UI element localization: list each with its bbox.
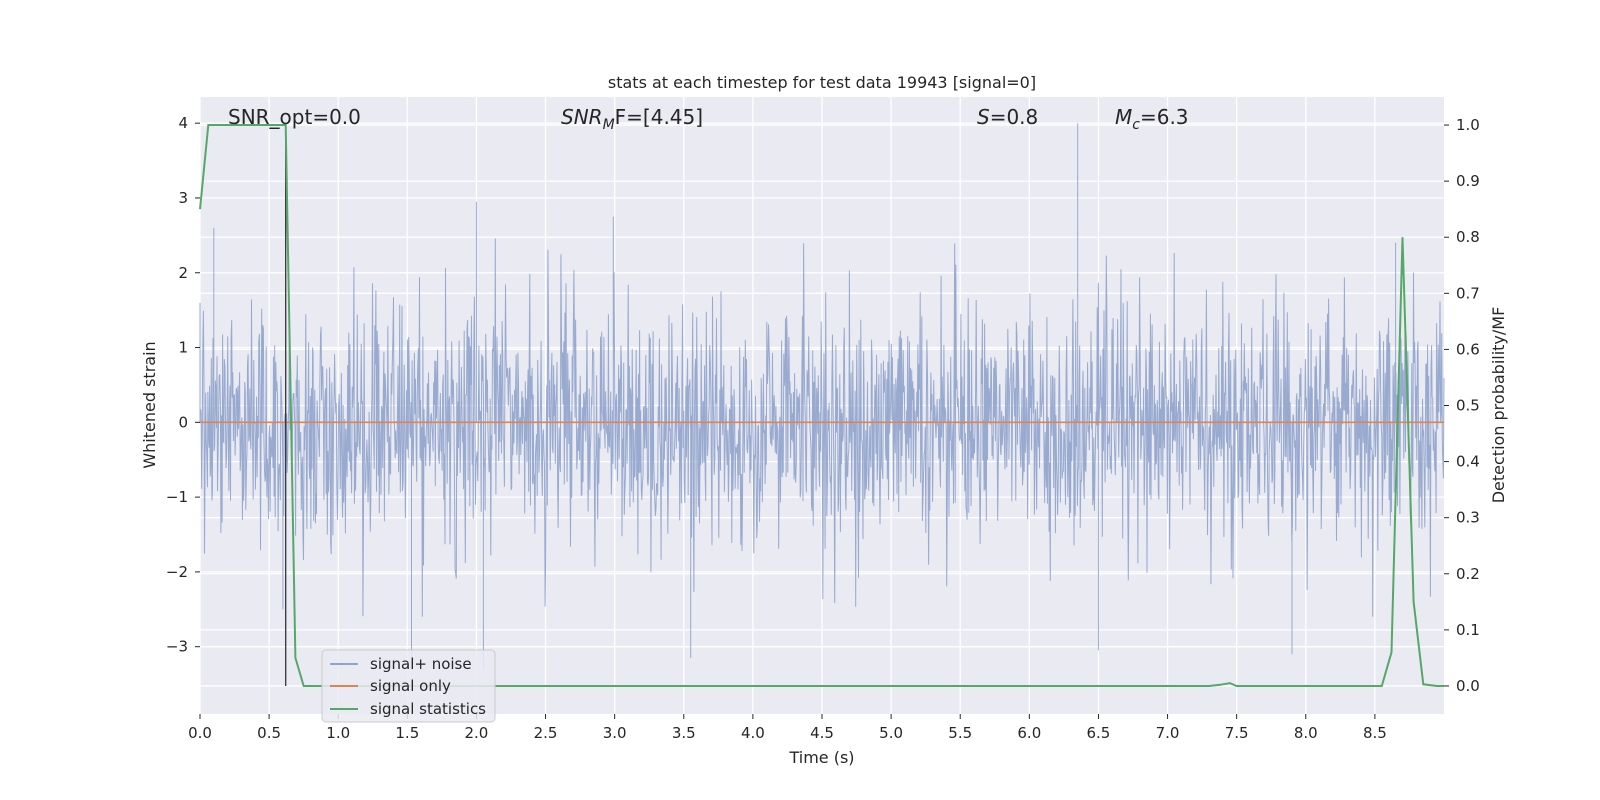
x-tick-label: 6.0 [1017,724,1041,742]
y-left-tick-label: 4 [178,114,188,132]
y-right-tick-label: 0.1 [1456,621,1480,639]
x-axis-label: Time (s) [788,748,854,767]
legend-label-signal-only: signal only [370,677,451,695]
y-right-tick-label: 0.6 [1456,340,1480,358]
y-left-tick-label: −2 [166,563,188,581]
annotation-mc: Mc=6.3 [1115,105,1189,133]
y-axis-right-ticks: 1.0 0.9 0.8 0.7 0.6 0.5 0.4 0.3 0.2 0.1 0.0 [1444,116,1480,695]
y-left-tick-label: 1 [178,339,188,357]
y-right-tick-label: 0.9 [1456,172,1480,190]
y-right-tick-label: 0.0 [1456,677,1480,695]
x-tick-label: 4.0 [741,724,765,742]
x-tick-label: 3.0 [603,724,627,742]
series-signal-statistics [199,124,1444,687]
mc-base: M [1115,105,1132,129]
x-axis-ticks: 0.0 0.5 1.0 1.5 2.0 2.5 3.0 3.5 4.0 4.5 5.0 5.5 6.0 6… [188,714,1387,742]
y-left-tick-label: 3 [178,189,188,207]
y-right-tick-label: 0.8 [1456,228,1480,246]
x-tick-label: 8.5 [1363,724,1387,742]
snr-mf-base: SNR [561,105,603,129]
s-italic: S [977,105,990,129]
x-tick-label: 2.5 [534,724,558,742]
y-left-tick-label: −3 [166,638,188,656]
annotation-snr-mf: SNRMF=[4.45] [561,105,703,133]
x-tick-label: 5.5 [948,724,972,742]
x-tick-label: 0.0 [188,724,212,742]
legend-label-signal-noise: signal+ noise [370,655,472,673]
y-right-tick-label: 0.7 [1456,284,1480,302]
snr-mf-rest: F=[4.45] [615,105,703,129]
y-left-tick-label: 2 [178,264,188,282]
legend-box [321,649,496,723]
snr-mf-sub: M [603,117,615,133]
x-tick-label: 5.0 [879,724,903,742]
annotation-s: S=0.8 [977,105,1038,129]
x-tick-label: 1.5 [395,724,419,742]
x-tick-label: 3.5 [672,724,696,742]
y-right-tick-label: 0.2 [1456,565,1480,583]
s-rest: =0.8 [990,105,1039,129]
x-tick-label: 4.5 [810,724,834,742]
signal-statistics-line [199,124,1444,687]
y-right-tick-label: 1.0 [1456,116,1480,134]
x-tick-label: 6.5 [1087,724,1111,742]
y-axis-left-label: Whitened strain [140,341,159,468]
y-right-tick-label: 0.3 [1456,509,1480,527]
x-tick-label: 7.5 [1225,724,1249,742]
x-tick-label: 1.0 [326,724,350,742]
x-tick-label: 7.0 [1156,724,1180,742]
x-tick-label: 2.0 [465,724,489,742]
y-axis-right-label: Detection probability/MF [1489,307,1508,504]
annotation-snr-opt: SNR_opt=0.0 [228,105,361,129]
y-left-tick-label: −1 [166,488,188,506]
x-tick-label: 0.5 [257,724,281,742]
mc-sub: c [1132,117,1140,133]
y-right-tick-label: 0.5 [1456,397,1480,415]
series-signal-noise [199,123,1445,670]
x-tick-label: 8.0 [1294,724,1318,742]
y-right-tick-label: 0.4 [1456,453,1480,471]
y-left-tick-label: 0 [178,413,188,431]
mc-rest: =6.3 [1140,105,1189,129]
legend: signal+ noise signal only signal statist… [321,649,496,723]
chart-title: stats at each timestep for test data 199… [608,73,1036,92]
noise-trace [199,123,1445,670]
y-axis-left-ticks: 4 3 2 1 0 −1 −2 −3 [166,114,200,656]
legend-label-signal-statistics: signal statistics [370,700,486,718]
